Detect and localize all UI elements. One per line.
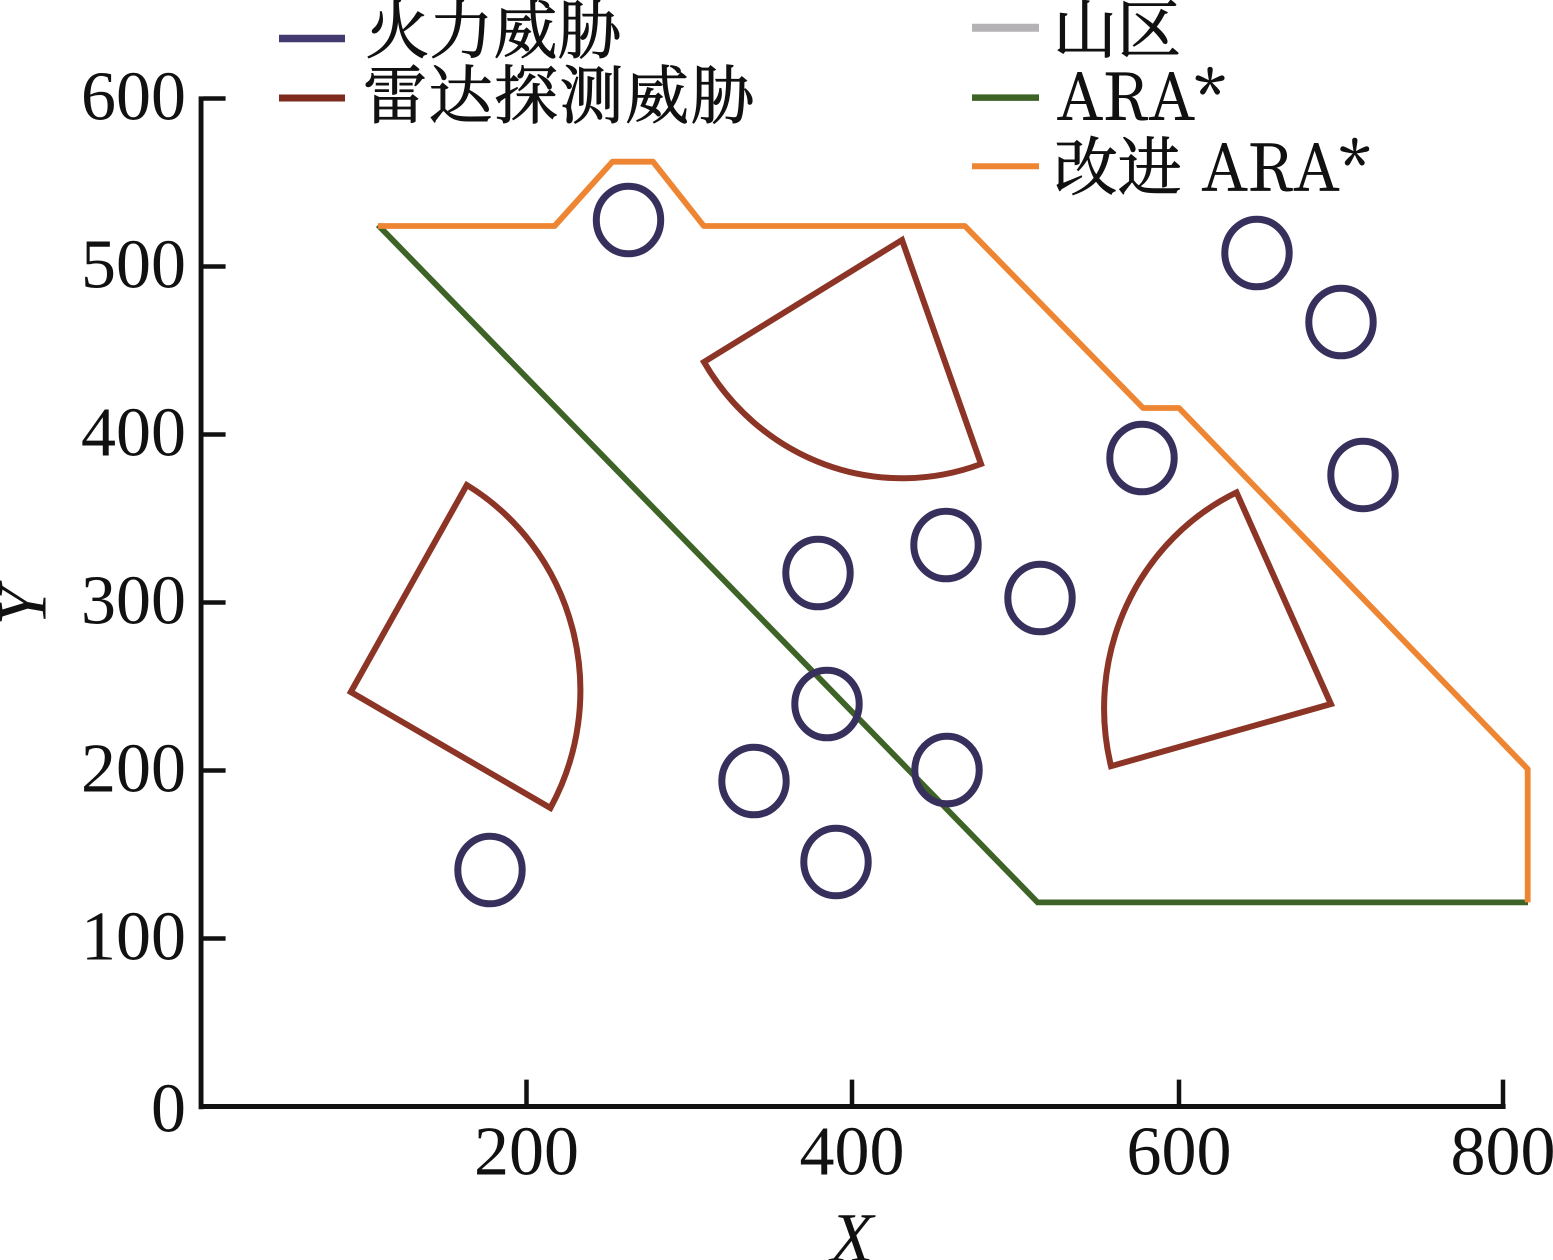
svg-text:600: 600 [81,59,186,136]
svg-text:400: 400 [800,1114,905,1191]
svg-text:600: 600 [1127,1114,1232,1191]
svg-text:500: 500 [81,227,186,304]
svg-text:100: 100 [81,899,186,976]
svg-text:0: 0 [151,1071,186,1148]
svg-text:800: 800 [1451,1114,1553,1191]
svg-text:400: 400 [81,395,186,472]
svg-text:200: 200 [474,1114,579,1191]
svg-text:Y: Y [0,579,62,625]
svg-text:X: X [828,1200,877,1260]
svg-text:300: 300 [81,563,186,640]
svg-text:200: 200 [81,731,186,808]
